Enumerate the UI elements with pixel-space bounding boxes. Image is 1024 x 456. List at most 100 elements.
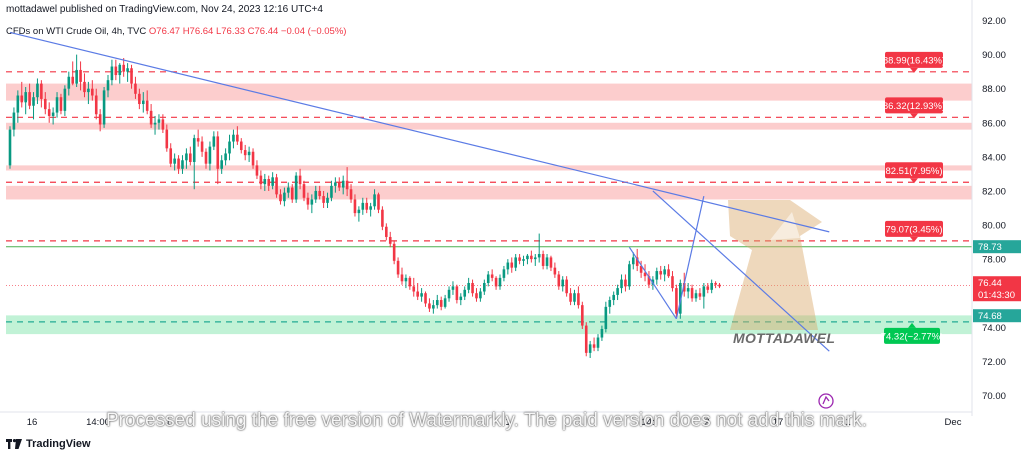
- candle: [287, 182, 290, 198]
- candle-body: [185, 153, 188, 161]
- candle-body: [549, 257, 553, 268]
- candle: [67, 71, 71, 96]
- candle-body: [259, 175, 263, 185]
- candle-body: [165, 129, 169, 149]
- candle: [385, 223, 388, 241]
- candle: [533, 254, 537, 266]
- candle-body: [138, 93, 141, 105]
- candle-body: [275, 177, 278, 195]
- candle: [87, 81, 90, 105]
- trendline: [675, 195, 705, 319]
- candle: [106, 75, 110, 98]
- candle: [596, 334, 600, 352]
- watermark-notice: Processed using the free version of Wate…: [106, 410, 868, 431]
- candle: [694, 289, 698, 302]
- candle: [337, 177, 341, 191]
- price-label-text: 82.51(7.95%): [885, 166, 942, 177]
- candle-body: [385, 226, 388, 237]
- candle-body: [255, 165, 259, 176]
- indicator-icon: [818, 393, 834, 409]
- candle-body: [702, 286, 706, 297]
- candle: [706, 282, 710, 294]
- time-axis: 16 14:00 1 1 14: 2 17 1 Dec: [0, 393, 972, 428]
- candle-body: [432, 305, 435, 309]
- axis-tag-box: [973, 309, 1021, 323]
- candle: [71, 61, 75, 86]
- candle: [600, 325, 604, 341]
- candle-body: [596, 337, 600, 348]
- candle: [592, 337, 596, 352]
- candle-body: [283, 192, 286, 202]
- candle: [294, 172, 298, 203]
- candle: [138, 88, 141, 110]
- candle-body: [377, 194, 380, 210]
- price-label-text: 74.32(−2.77%): [881, 331, 944, 342]
- candle: [686, 282, 690, 299]
- resistance-zone: [6, 185, 972, 200]
- axis-tag: 01:43:30: [973, 288, 1021, 302]
- candle-body: [310, 199, 314, 205]
- candle-body: [624, 279, 627, 287]
- candle: [616, 284, 619, 301]
- candle: [189, 146, 192, 166]
- candle: [573, 289, 576, 306]
- candle: [710, 279, 713, 294]
- candle-body: [420, 293, 423, 297]
- candle-body: [36, 83, 39, 98]
- candle: [506, 259, 510, 275]
- candle-body: [177, 158, 180, 169]
- candle: [608, 296, 612, 314]
- price-label-pointer: [910, 67, 918, 73]
- candle-body: [404, 277, 408, 282]
- candle: [318, 185, 321, 200]
- candle: [259, 170, 263, 190]
- candle-body: [102, 90, 106, 125]
- candle: [149, 104, 153, 128]
- candle: [463, 286, 467, 301]
- candle: [412, 277, 416, 297]
- candle: [714, 281, 717, 289]
- candle: [361, 197, 365, 215]
- candle: [502, 265, 506, 282]
- candle: [302, 180, 306, 202]
- candle: [114, 59, 118, 81]
- candle-body: [486, 274, 490, 283]
- candle-body: [682, 282, 686, 292]
- candle: [581, 301, 584, 330]
- candle: [236, 126, 239, 145]
- y-tick-label: 80.00: [982, 221, 1006, 232]
- candle: [541, 250, 545, 270]
- price-label: 86.32(12.93%): [883, 97, 945, 119]
- candle-body: [110, 66, 114, 81]
- candle-body: [326, 197, 329, 203]
- candle-body: [667, 269, 670, 277]
- price-label-text: 86.32(12.93%): [883, 101, 945, 112]
- candle: [157, 114, 161, 130]
- y-tick-label: 88.00: [982, 84, 1006, 95]
- candle: [659, 265, 663, 280]
- candle: [275, 173, 278, 198]
- levels-layer: [6, 71, 972, 323]
- candle: [279, 189, 282, 205]
- candle-body: [130, 68, 133, 84]
- candle: [631, 252, 635, 270]
- candle: [79, 61, 82, 91]
- candle: [373, 189, 376, 210]
- candle-body: [349, 189, 353, 200]
- candle-body: [118, 64, 122, 76]
- candle-body: [577, 293, 580, 306]
- candle: [545, 254, 549, 270]
- candle-body: [663, 269, 666, 275]
- candle-body: [471, 282, 474, 294]
- candle-body: [51, 112, 55, 116]
- tradingview-logo-icon: [6, 439, 22, 449]
- candle-body: [455, 286, 459, 301]
- y-tick-label: 90.00: [982, 50, 1006, 61]
- footer[interactable]: TradingView: [6, 438, 91, 450]
- candle: [698, 288, 702, 301]
- candle-body: [698, 293, 702, 297]
- candle: [12, 107, 16, 137]
- candle-body: [122, 64, 125, 72]
- candle: [255, 160, 259, 180]
